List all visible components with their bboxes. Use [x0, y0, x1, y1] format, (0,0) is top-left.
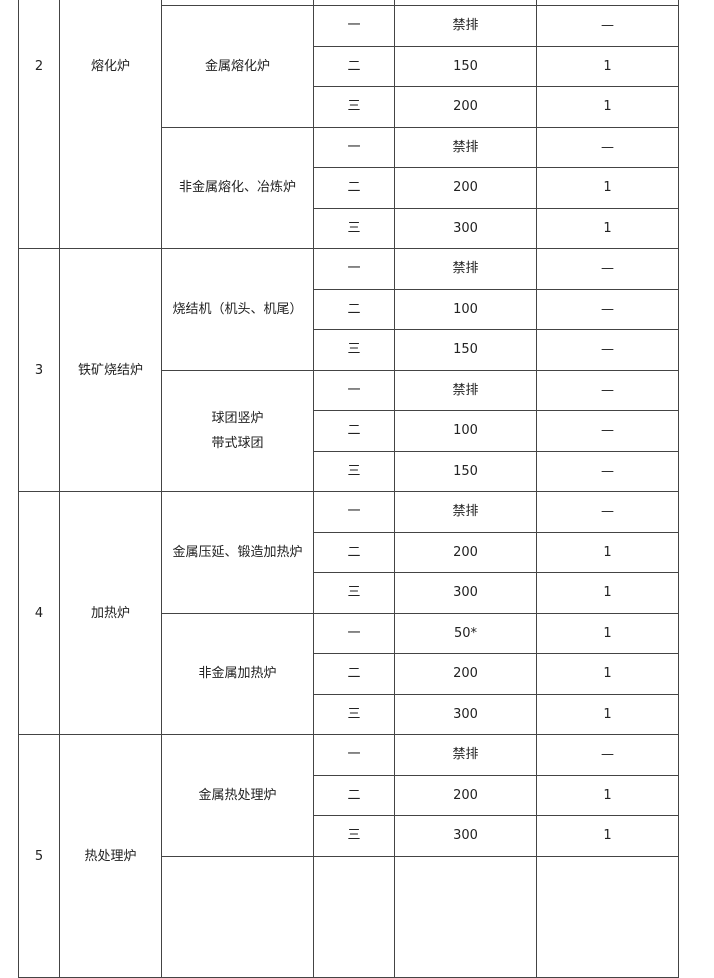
emission-limit: 300 [394, 815, 537, 857]
blackness-limit: 1 [536, 86, 679, 128]
furnace-subtype: 非金属熔化、冶炼炉 [161, 127, 314, 250]
blackness-limit: — [536, 329, 679, 371]
zone-level: 三 [313, 451, 395, 493]
blackness-limit: 1 [536, 613, 679, 655]
zone-level: 三 [313, 86, 395, 128]
blackness-limit: 1 [536, 815, 679, 857]
furnace-subtype: 金属压延、锻造加热炉 [161, 491, 314, 614]
blackness-limit: — [536, 451, 679, 493]
zone-level: 二 [313, 653, 395, 695]
emission-limit: 禁排 [394, 734, 537, 776]
emission-limit: 150 [394, 329, 537, 371]
zone-level: 二 [313, 46, 395, 88]
emission-limit: 禁排 [394, 127, 537, 169]
emission-limit: 禁排 [394, 370, 537, 412]
group-number: 4 [18, 491, 60, 735]
zone-level: 二 [313, 410, 395, 452]
emission-limit: 300 [394, 572, 537, 614]
blackness-limit: — [536, 370, 679, 412]
table-cell [313, 856, 395, 978]
blackness-limit: 1 [536, 532, 679, 574]
zone-level: 三 [313, 694, 395, 736]
blackness-limit: — [536, 289, 679, 331]
emission-limit: 200 [394, 86, 537, 128]
zone-level: 一 [313, 734, 395, 776]
furnace-type: 热处理炉 [59, 734, 162, 978]
group-number: 5 [18, 734, 60, 978]
blackness-limit: — [536, 127, 679, 169]
emission-limit: 200 [394, 775, 537, 817]
blackness-limit: — [536, 248, 679, 290]
blackness-limit: 1 [536, 694, 679, 736]
zone-level: 二 [313, 532, 395, 574]
furnace-subtype: 烧结机（机头、机尾） [161, 248, 314, 371]
zone-level: 一 [313, 5, 395, 47]
zone-level: 二 [313, 775, 395, 817]
zone-level: 三 [313, 208, 395, 250]
group-number: 2 [18, 0, 60, 249]
furnace-subtype: 金属热处理炉 [161, 734, 314, 857]
furnace-subtype: 金属熔化炉 [161, 5, 314, 128]
furnace-type: 铁矿烧结炉 [59, 248, 162, 492]
zone-level: 二 [313, 289, 395, 331]
emission-limit: 50* [394, 613, 537, 655]
furnace-subtype: 非金属加热炉 [161, 613, 314, 736]
emission-limit: 200 [394, 532, 537, 574]
blackness-limit: — [536, 410, 679, 452]
zone-level: 一 [313, 127, 395, 169]
zone-level: 二 [313, 167, 395, 209]
zone-level: 一 [313, 370, 395, 412]
emission-limit: 禁排 [394, 5, 537, 47]
table-cell [394, 856, 537, 978]
zone-level: 三 [313, 815, 395, 857]
blackness-limit: 1 [536, 775, 679, 817]
blackness-limit: 1 [536, 167, 679, 209]
emission-limit: 禁排 [394, 491, 537, 533]
zone-level: 一 [313, 248, 395, 290]
blackness-limit: 1 [536, 46, 679, 88]
furnace-type: 加热炉 [59, 491, 162, 735]
emission-limit: 150 [394, 451, 537, 493]
emission-limit: 100 [394, 410, 537, 452]
emission-limit: 100 [394, 289, 537, 331]
zone-level: 三 [313, 572, 395, 614]
zone-level: 三 [313, 329, 395, 371]
emission-limit: 200 [394, 653, 537, 695]
table-cell [161, 856, 314, 978]
blackness-limit: 1 [536, 572, 679, 614]
zone-level: 一 [313, 491, 395, 533]
emission-limit: 禁排 [394, 248, 537, 290]
blackness-limit: — [536, 491, 679, 533]
furnace-type: 熔化炉 [59, 0, 162, 249]
emission-limit: 300 [394, 208, 537, 250]
emission-limit: 300 [394, 694, 537, 736]
emission-limit: 150 [394, 46, 537, 88]
group-number: 3 [18, 248, 60, 492]
blackness-limit: — [536, 734, 679, 776]
table-cell [536, 856, 679, 978]
zone-level: 一 [313, 613, 395, 655]
emission-limit: 200 [394, 167, 537, 209]
furnace-subtype: 球团竖炉 带式球团 [161, 370, 314, 493]
blackness-limit: — [536, 5, 679, 47]
blackness-limit: 1 [536, 208, 679, 250]
blackness-limit: 1 [536, 653, 679, 695]
